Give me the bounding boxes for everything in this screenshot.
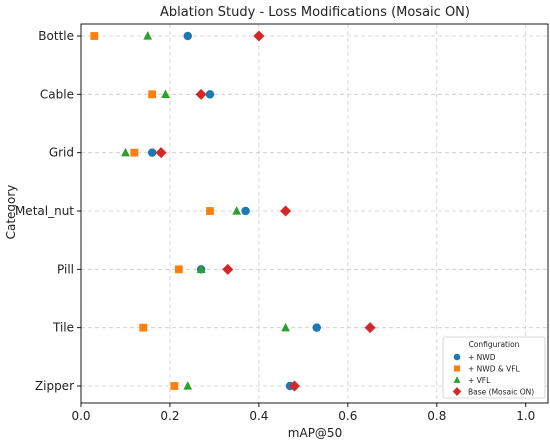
data-point [195, 88, 207, 100]
data-point [143, 31, 153, 40]
legend-entry: Base (Mosaic ON) [468, 388, 534, 397]
data-point [183, 381, 193, 390]
y-tick-label: Tile [52, 321, 74, 335]
data-points [90, 30, 376, 392]
data-point [241, 206, 250, 216]
legend-items: + NWD + NWD & VFL + VFL Base (Mosaic ON) [452, 353, 534, 397]
legend-entry: + NWD [468, 353, 496, 362]
data-point [280, 205, 292, 217]
data-point [222, 263, 234, 275]
data-point [253, 30, 265, 42]
data-point [174, 265, 183, 274]
x-tick-label: 0.0 [71, 409, 90, 423]
legend-title: Configuration [469, 340, 520, 349]
legend-marker [452, 387, 462, 396]
x-tick-label: 1.0 [516, 409, 535, 423]
data-point [364, 322, 376, 334]
legend-marker [453, 365, 461, 372]
legend: Configuration + NWD + NWD & VFL + VFL Base … [442, 336, 546, 399]
y-axis-ticks: Bottle Cable Grid Metal_nut Pill Tile Zipper [15, 29, 81, 393]
y-tick-label: Metal_nut [15, 204, 74, 218]
y-tick-label: Bottle [38, 29, 74, 43]
data-point [121, 147, 130, 157]
data-point [155, 147, 167, 159]
data-point [148, 90, 157, 99]
y-tick-label: Pill [57, 262, 74, 276]
legend-marker [453, 376, 461, 383]
x-tick-label: 0.8 [427, 409, 446, 423]
data-point [205, 90, 215, 99]
data-point [206, 207, 214, 215]
data-point [90, 32, 99, 40]
legend-box [442, 336, 546, 399]
data-point [288, 380, 301, 392]
data-point [312, 323, 321, 332]
chart-title: Ablation Study - Loss Modifications (Mos… [160, 5, 470, 20]
data-point [170, 382, 179, 390]
data-point [147, 148, 157, 157]
data-point [130, 148, 139, 157]
data-point [183, 31, 192, 41]
y-tick-label: Zipper [35, 379, 74, 393]
data-point [139, 323, 148, 332]
legend-marker [453, 353, 461, 361]
data-point [196, 264, 206, 274]
x-axis-label: mAP@50 [288, 426, 342, 440]
y-axis-label: Category [4, 185, 18, 240]
legend-entry: + NWD & VFL [468, 365, 521, 374]
data-point [281, 322, 290, 332]
plot-area [80, 23, 549, 404]
legend-entry: + VFL [468, 376, 491, 385]
y-tick-label: Grid [49, 146, 74, 160]
data-point [161, 89, 170, 99]
y-tick-label: Cable [40, 87, 74, 101]
data-point [232, 206, 242, 215]
x-tick-label: 0.4 [249, 409, 268, 423]
x-tick-label: 0.2 [160, 409, 179, 423]
x-tick-label: 0.6 [338, 409, 357, 423]
x-axis-ticks: 0.0 0.2 0.4 0.6 0.8 1.0 [71, 403, 535, 423]
